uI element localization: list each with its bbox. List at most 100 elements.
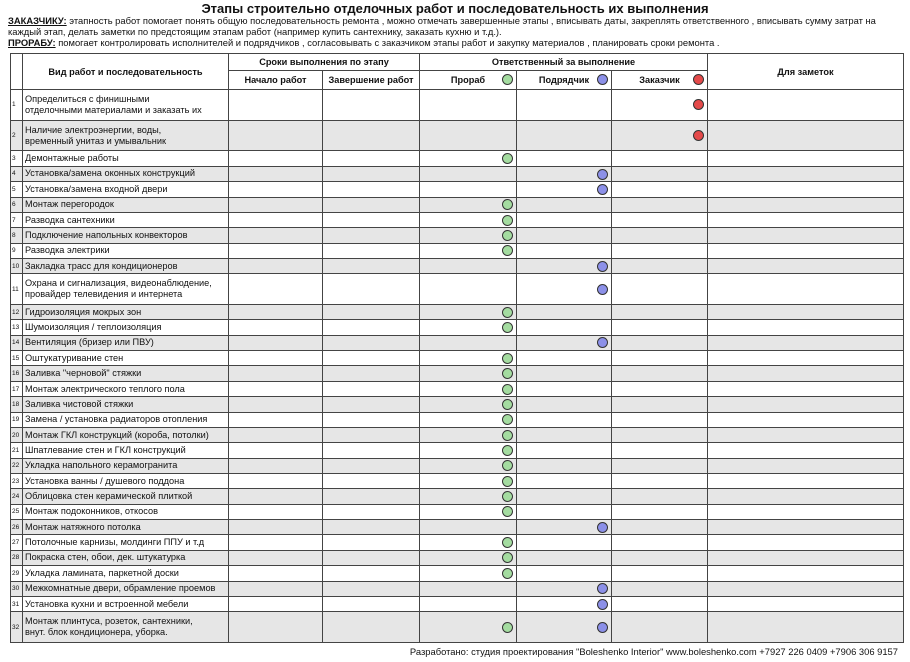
responsible-cell	[611, 150, 708, 167]
start-date	[228, 227, 323, 244]
work-line: Монтаж перегородок	[25, 199, 114, 210]
work-name: Монтаж электрического теплого пола	[22, 380, 229, 398]
responsible-dot	[502, 383, 513, 395]
end-date	[322, 181, 420, 198]
responsible-cell	[611, 211, 708, 229]
responsible-cell	[419, 488, 517, 505]
notes	[707, 273, 904, 306]
work-line: Монтаж электрического теплого пола	[25, 383, 185, 394]
responsible-cell	[611, 534, 708, 551]
responsible-cell	[611, 488, 708, 505]
intro: ЗАКАЗЧИКУ: этапность работ помогает поня…	[8, 15, 903, 48]
responsible-cell	[516, 426, 612, 444]
responsible-dot	[502, 398, 513, 410]
row-number: 17	[10, 380, 23, 398]
notes-header: Для заметок	[707, 53, 904, 90]
intro-label: ЗАКАЗЧИКУ:	[8, 15, 67, 26]
notes	[707, 549, 904, 567]
work-line: Оштукатуривание стен	[25, 352, 124, 363]
responsible-cell	[516, 257, 612, 275]
work-name: Наличие электроэнергии, воды, временный у…	[22, 119, 229, 152]
notes	[707, 319, 904, 336]
responsible-cell	[419, 534, 517, 551]
end-date	[322, 119, 420, 152]
start-date	[228, 580, 323, 597]
responsible-cell	[611, 196, 708, 213]
responsible-cell	[611, 595, 708, 613]
work-line: Монтаж подоконников, откосов	[25, 506, 158, 517]
end-date	[322, 334, 420, 352]
responsible-cell	[516, 211, 612, 229]
responsible-dot	[502, 306, 513, 318]
stage-row: 20 Монтаж ГКЛ конструкций (короба, потолк…	[10, 426, 904, 444]
row-number: 27	[10, 534, 23, 551]
work-line: Определиться с финишными	[25, 93, 150, 104]
stage-row: 18 Заливка чистовой стяжки	[10, 396, 904, 413]
responsible-dot	[597, 283, 608, 295]
responsible-cell	[611, 334, 708, 352]
start-date	[228, 304, 323, 321]
notes	[707, 472, 904, 490]
row-number: 26	[10, 519, 23, 536]
role-header: Прораб	[419, 70, 517, 90]
stage-row: 31 Установка кухни и встроенной мебели	[10, 595, 904, 613]
start-date	[228, 488, 323, 505]
stage-row: 23 Установка ванны / душевого поддона	[10, 472, 904, 490]
row-number: 3	[10, 150, 23, 167]
responsible-cell	[611, 319, 708, 336]
row-number: 8	[10, 227, 23, 244]
stage-row: 19 Замена / установка радиаторов отоплени…	[10, 411, 904, 428]
work-line: Потолочные карнизы, молдинги ППУ и т.д	[25, 537, 205, 548]
end-date	[322, 89, 420, 121]
start-date	[228, 472, 323, 490]
stage-row: 24 Облицовка стен керамической плиткой	[10, 488, 904, 505]
start-date	[228, 350, 323, 367]
work-name: Укладка напольного керамогранита	[22, 457, 229, 474]
stage-row: 10 Закладка трасс для кондиционеров	[10, 257, 904, 275]
row-number: 9	[10, 242, 23, 259]
start-date	[228, 89, 323, 121]
start-date	[228, 150, 323, 167]
work-name: Монтаж подоконников, откосов	[22, 503, 229, 521]
stage-row: 15 Оштукатуривание стен	[10, 350, 904, 367]
row-number: 23	[10, 472, 23, 490]
row-number: 31	[10, 595, 23, 613]
stage-row: 7 Разводка сантехники	[10, 211, 904, 229]
row-number: 10	[10, 257, 23, 275]
start-date	[228, 211, 323, 229]
footer: Разработано: студия проектирования "Bole…	[409, 646, 898, 657]
intro-paragraph: ЗАКАЗЧИКУ: этапность работ помогает поня…	[8, 15, 903, 37]
intro-text: этапность работ помогает понять общую по…	[8, 15, 876, 37]
responsible-cell	[419, 304, 517, 321]
responsible-dot	[597, 598, 608, 610]
stage-row: 25 Монтаж подоконников, откосов	[10, 503, 904, 521]
responsible-cell	[516, 89, 612, 121]
responsible-cell	[611, 119, 708, 152]
responsible-cell	[516, 380, 612, 398]
start-date	[228, 196, 323, 213]
stage-row: 12 Гидроизоляция мокрых зон	[10, 304, 904, 321]
responsible-cell	[419, 273, 517, 306]
work-name: Замена / установка радиаторов отопления	[22, 411, 229, 428]
responsible-cell	[419, 334, 517, 352]
stage-row: 21 Шпатлевание стен и ГКЛ конструкций	[10, 442, 904, 459]
end-date	[322, 196, 420, 213]
notes	[707, 488, 904, 505]
responsible-dot	[502, 153, 513, 165]
end-date	[322, 257, 420, 275]
work-line: провайдер телевидения и интернета	[25, 289, 183, 300]
responsible-cell	[516, 611, 612, 643]
intro-label: ПРОРАБУ:	[8, 37, 56, 48]
notes	[707, 350, 904, 367]
work-name: Покраска стен, обои, дек. штукатурка	[22, 549, 229, 567]
start-date	[228, 426, 323, 444]
stage-row: 6 Монтаж перегородок	[10, 196, 904, 213]
end-date	[322, 565, 420, 582]
responsible-header: Ответственный за выполнение	[419, 53, 708, 71]
responsible-cell	[419, 150, 517, 167]
work-line: Вентиляция (бризер или ПВУ)	[25, 337, 154, 348]
notes	[707, 442, 904, 459]
start-date	[228, 519, 323, 536]
notes	[707, 503, 904, 521]
responsible-cell	[516, 488, 612, 505]
